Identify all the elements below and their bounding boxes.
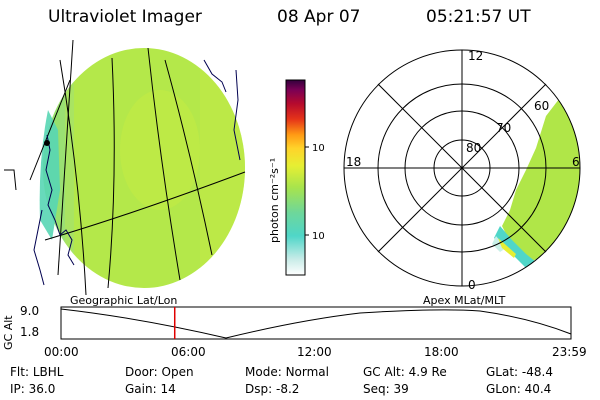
subsolar-point-marker — [44, 140, 50, 146]
color-scale: 100 10 photon cm⁻²s⁻¹ — [268, 79, 325, 276]
status-flt: Flt: LBHL — [10, 365, 64, 379]
mlt-label-12: 12 — [468, 49, 483, 63]
status-glat: GLat: -48.4 — [486, 365, 553, 379]
polar-plot: 12 18 6 0 80 70 60 — [343, 49, 581, 292]
observation-time: 05:21:57 UT — [426, 7, 531, 27]
colorbar-tick-100: 100 — [312, 143, 325, 154]
altitude-timeline — [60, 306, 572, 340]
status-gain: Gain: 14 — [125, 382, 176, 396]
observation-date: 08 Apr 07 — [277, 7, 361, 27]
mlat-label-60: 60 — [534, 99, 549, 113]
geographic-image — [4, 40, 246, 295]
coastlines — [33, 59, 241, 286]
status-door: Door: Open — [125, 365, 194, 379]
right-panel-caption: Apex MLat/MLT — [423, 294, 506, 307]
timeline-y-tick-min: 1.8 — [20, 325, 40, 339]
timeline-x-tick-0: 00:00 — [44, 345, 79, 359]
mlat-label-80: 80 — [466, 141, 481, 155]
earth-disc — [43, 48, 245, 288]
colorbar-tick-10: 10 — [312, 231, 325, 242]
color-bar — [285, 79, 306, 276]
lat-lon-grid — [29, 40, 246, 295]
timeline-x-tick-4: 23:59 — [552, 345, 587, 359]
status-seq: Seq: 39 — [363, 382, 409, 396]
timeline-axis-title: GC Alt — [2, 315, 15, 350]
left-panel-caption: Geographic Lat/Lon — [70, 294, 178, 307]
status-glon: GLon: 40.4 — [486, 382, 552, 396]
polar-grid — [343, 49, 581, 287]
status-dsp: Dsp: -8.2 — [245, 382, 300, 396]
timeline-x-tick-2: 12:00 — [297, 345, 332, 359]
mlt-label-6: 6 — [572, 155, 580, 169]
timeline-y-tick-max: 9.0 — [20, 304, 40, 318]
status-gc-alt: GC Alt: 4.9 Re — [363, 365, 447, 379]
timeline-frame — [60, 306, 572, 340]
mlt-label-0: 0 — [468, 278, 476, 292]
mlat-label-70: 70 — [496, 121, 511, 135]
instrument-title: Ultraviolet Imager — [48, 7, 202, 27]
timeline-x-tick-3: 18:00 — [424, 345, 459, 359]
mlt-label-18: 18 — [346, 155, 361, 169]
status-ip: IP: 36.0 — [10, 382, 56, 396]
timeline-x-tick-1: 06:00 — [171, 345, 206, 359]
status-mode: Mode: Normal — [245, 365, 329, 379]
colorbar-unit-label: photon cm⁻²s⁻¹ — [268, 158, 281, 243]
altitude-curve — [60, 308, 572, 339]
